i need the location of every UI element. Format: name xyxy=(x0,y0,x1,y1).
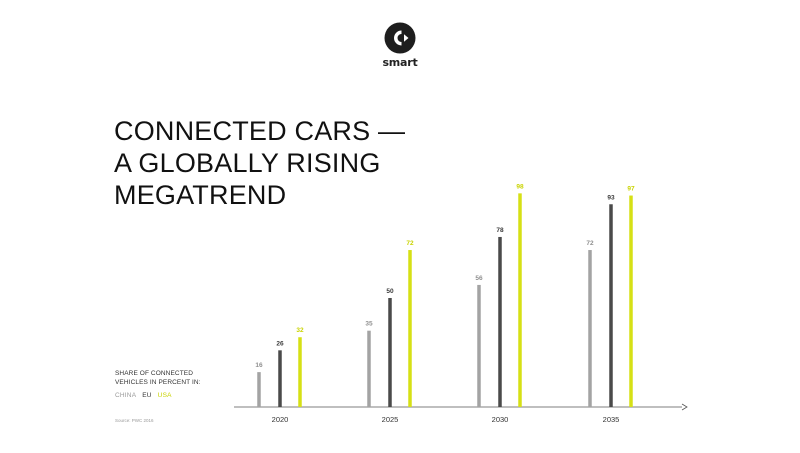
data-label: 56 xyxy=(475,275,483,282)
x-axis-arrow xyxy=(681,403,688,411)
data-label: 16 xyxy=(255,362,263,369)
headline-line: A GLOBALLY RISING xyxy=(114,148,381,178)
bar-china-2035 xyxy=(588,250,592,407)
data-label: 35 xyxy=(365,321,373,328)
x-tick-label: 2020 xyxy=(272,415,289,424)
bar-usa-2035 xyxy=(629,195,633,407)
brand-name: smart xyxy=(382,56,418,69)
bar-china-2030 xyxy=(477,284,481,407)
data-label: 72 xyxy=(406,240,414,247)
smart-logo: smart xyxy=(376,22,424,74)
bar-eu-2030 xyxy=(498,236,502,407)
data-label: 32 xyxy=(296,327,304,334)
x-tick-label: 2035 xyxy=(603,415,620,424)
chart-legend: CHINA EU USA xyxy=(115,392,178,399)
x-tick-label: 2030 xyxy=(492,415,509,424)
bar-china-2020 xyxy=(257,372,261,407)
chart-subtitle-line: VEHICLES IN PERCENT IN: xyxy=(115,379,201,386)
legend-item-usa: USA xyxy=(157,392,172,399)
chart-subtitle-line: SHARE OF CONNECTED xyxy=(115,370,194,377)
bar-eu-2020 xyxy=(278,350,282,407)
data-label: 72 xyxy=(586,240,594,247)
bar-usa-2025 xyxy=(408,250,412,407)
bar-usa-2030 xyxy=(518,193,522,407)
bar-china-2025 xyxy=(367,330,371,407)
headline-line: CONNECTED CARS — xyxy=(114,116,406,146)
bar-eu-2035 xyxy=(609,204,613,407)
chart-subtitle: SHARE OF CONNECTED VEHICLES IN PERCENT I… xyxy=(115,369,255,387)
bar-eu-2025 xyxy=(388,298,392,407)
source-note: Source: PWC 2016 xyxy=(115,418,154,423)
data-label: 26 xyxy=(276,340,284,347)
smart-logo-icon xyxy=(384,22,416,54)
legend-item-eu: EU xyxy=(142,392,152,399)
data-label: 50 xyxy=(386,288,394,295)
page-title: CONNECTED CARS — A GLOBALLY RISING MEGAT… xyxy=(114,115,434,211)
data-label: 97 xyxy=(627,186,635,193)
data-label: 98 xyxy=(516,183,524,190)
x-tick-label: 2025 xyxy=(382,415,399,424)
data-label: 93 xyxy=(607,194,615,201)
legend-item-china: CHINA xyxy=(115,392,137,399)
bar-usa-2020 xyxy=(298,337,302,407)
data-label: 78 xyxy=(496,227,504,234)
headline-line: MEGATREND xyxy=(114,180,287,210)
